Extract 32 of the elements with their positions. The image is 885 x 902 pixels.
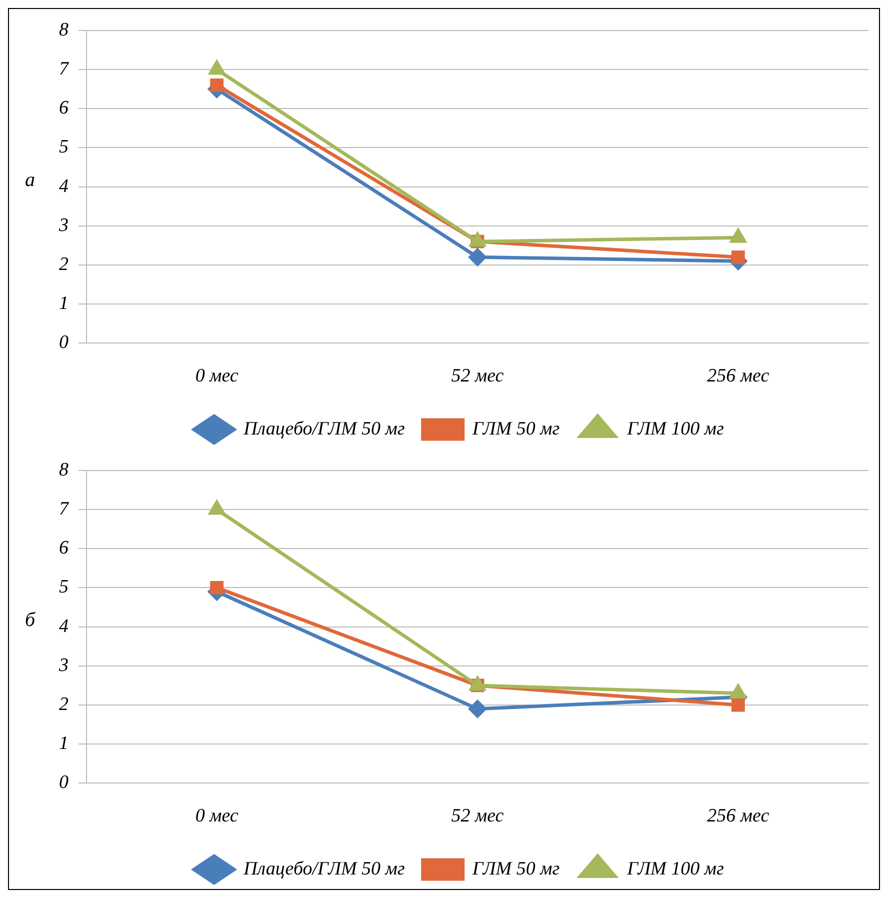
y-tick-label: 3 bbox=[58, 654, 68, 676]
y-tick-label: 5 bbox=[59, 576, 68, 598]
x-tick-label: 52 мес bbox=[451, 366, 504, 387]
y-tick-label: 0 bbox=[59, 772, 69, 794]
legend-label: ГЛМ 100 мг bbox=[626, 858, 724, 880]
y-tick-label: 6 bbox=[59, 98, 69, 119]
x-tick-label: 52 мес bbox=[451, 806, 504, 827]
y-tick-label: 7 bbox=[59, 498, 70, 520]
y-tick-label: 3 bbox=[58, 214, 68, 236]
legend-label: ГЛМ 100 мг bbox=[626, 418, 724, 440]
x-tick-label: 0 мес bbox=[195, 366, 239, 387]
y-tick-label: 1 bbox=[59, 293, 68, 314]
legend-label: Плацебо/ГЛМ 50 мг bbox=[242, 418, 405, 440]
y-tick-label: 2 bbox=[59, 694, 69, 715]
y-tick-label: 1 bbox=[59, 733, 68, 754]
y-tick-label: 0 bbox=[59, 332, 69, 354]
legend-label: ГЛМ 50 мг bbox=[471, 858, 560, 880]
y-tick-label: 7 bbox=[59, 58, 70, 80]
x-tick-label: 256 мес bbox=[707, 806, 770, 827]
x-tick-label: 256 мес bbox=[707, 366, 770, 387]
y-tick-label: 2 bbox=[59, 254, 69, 275]
x-tick-label: 0 мес bbox=[195, 806, 239, 827]
y-tick-label: 6 bbox=[59, 538, 69, 559]
legend-label: Плацебо/ГЛМ 50 мг bbox=[242, 858, 405, 880]
y-tick-label: 8 bbox=[59, 459, 69, 480]
y-tick-label: 4 bbox=[59, 176, 69, 197]
y-tick-label: 8 bbox=[59, 19, 69, 40]
y-tick-label: 5 bbox=[59, 136, 68, 158]
legend-label: ГЛМ 50 мг bbox=[471, 418, 560, 440]
y-axis-title: а bbox=[25, 169, 35, 192]
y-tick-label: 4 bbox=[59, 616, 69, 637]
y-axis-title: б bbox=[25, 609, 36, 632]
